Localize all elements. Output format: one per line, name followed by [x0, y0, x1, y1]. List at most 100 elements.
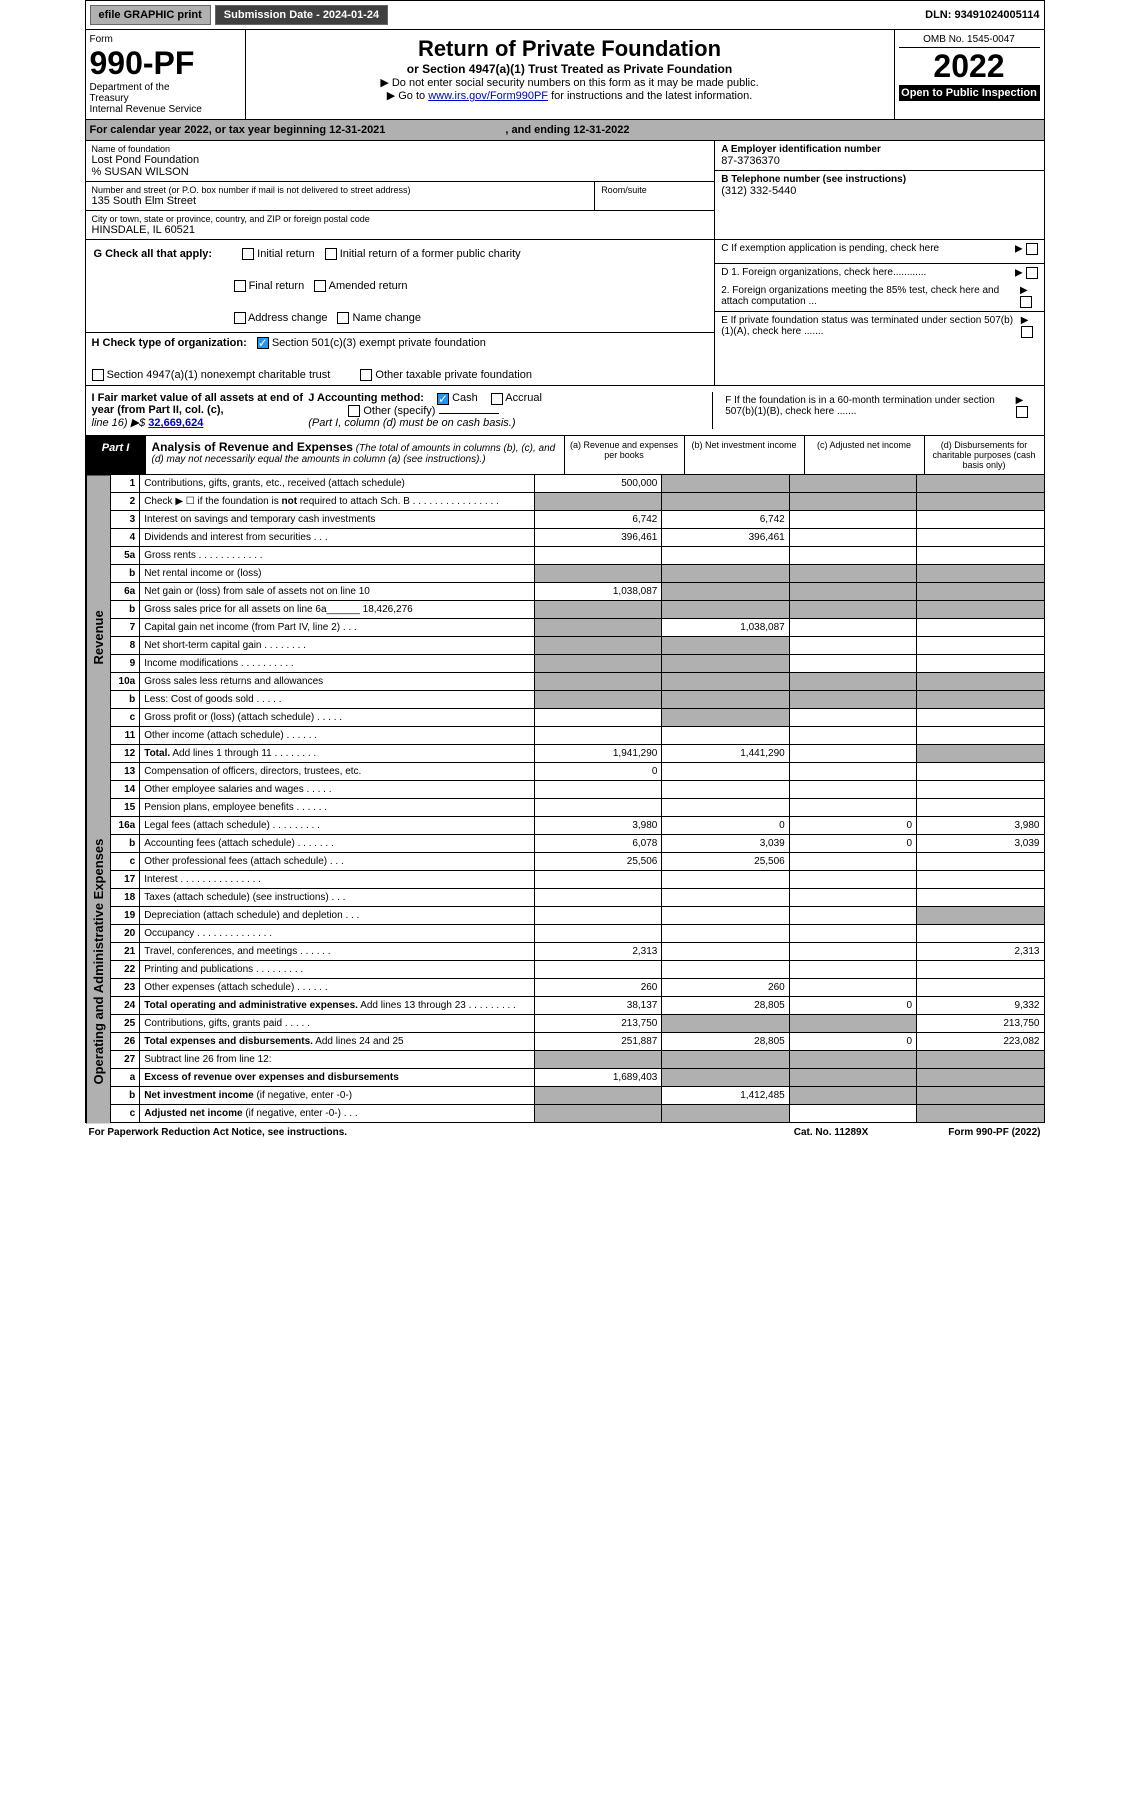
table-row: 20Occupancy . . . . . . . . . . . . . .: [110, 925, 1044, 943]
table-row: 22Printing and publications . . . . . . …: [110, 961, 1044, 979]
checkbox-501c3[interactable]: [257, 337, 269, 349]
g-row: G Check all that apply: Initial return I…: [86, 240, 715, 333]
phone-cell: B Telephone number (see instructions) (3…: [715, 171, 1043, 200]
form-title: Return of Private Foundation: [252, 36, 888, 62]
table-row: bNet investment income (if negative, ent…: [110, 1087, 1044, 1105]
checkbox-d1[interactable]: [1026, 267, 1038, 279]
i-section: I Fair market value of all assets at end…: [92, 392, 309, 429]
checkbox-accrual[interactable]: [491, 393, 503, 405]
foundation-name-cell: Name of foundation Lost Pond Foundation …: [86, 141, 715, 182]
note2: ▶ Go to www.irs.gov/Form990PF for instru…: [252, 89, 888, 102]
checkbox-initial[interactable]: [242, 248, 254, 260]
col-b: (b) Net investment income: [684, 436, 804, 474]
footer: For Paperwork Reduction Act Notice, see …: [85, 1123, 1045, 1142]
header-center: Return of Private Foundation or Section …: [246, 30, 894, 119]
part1-desc: Analysis of Revenue and Expenses (The to…: [146, 436, 564, 474]
section-cde: C If exemption application is pending, c…: [714, 240, 1043, 385]
table-row: 27Subtract line 26 from line 12:: [110, 1051, 1044, 1069]
table-row: 17Interest . . . . . . . . . . . . . . .: [110, 871, 1044, 889]
omb: OMB No. 1545-0047: [899, 34, 1040, 48]
table-row: 23Other expenses (attach schedule) . . .…: [110, 979, 1044, 997]
table-row: 2Check ▶ ☐ if the foundation is not requ…: [110, 493, 1044, 511]
dln: DLN: 93491024005114: [925, 9, 1039, 21]
f-section: F If the foundation is in a 60-month ter…: [712, 392, 1037, 429]
checkbox-name[interactable]: [337, 312, 349, 324]
table-row: 12Total. Add lines 1 through 11 . . . . …: [110, 745, 1044, 763]
info-right: A Employer identification number 87-3736…: [714, 141, 1043, 239]
submission-date: Submission Date - 2024-01-24: [215, 5, 388, 25]
table-row: cGross profit or (loss) (attach schedule…: [110, 709, 1044, 727]
section-g-h: G Check all that apply: Initial return I…: [86, 240, 715, 385]
checkbox-f[interactable]: [1016, 406, 1028, 418]
table-row: 11Other income (attach schedule) . . . .…: [110, 727, 1044, 745]
checkbox-c[interactable]: [1026, 243, 1038, 255]
d1-row: D 1. Foreign organizations, check here..…: [715, 264, 1043, 282]
table-row: 10aGross sales less returns and allowanc…: [110, 673, 1044, 691]
revenue-label: Revenue: [86, 475, 110, 800]
header-right: OMB No. 1545-0047 2022 Open to Public In…: [894, 30, 1044, 119]
note1: ▶ Do not enter social security numbers o…: [252, 76, 888, 89]
table-row: 25Contributions, gifts, grants paid . . …: [110, 1015, 1044, 1033]
ij-row: I Fair market value of all assets at end…: [85, 386, 1045, 436]
table-row: 21Travel, conferences, and meetings . . …: [110, 943, 1044, 961]
table-row: 9Income modifications . . . . . . . . . …: [110, 655, 1044, 673]
main-table: Revenue Operating and Administrative Exp…: [85, 475, 1045, 1123]
col-d: (d) Disbursements for charitable purpose…: [924, 436, 1044, 474]
h-row: H Check type of organization: Section 50…: [86, 333, 715, 385]
footer-mid: Cat. No. 11289X: [794, 1127, 868, 1138]
room-cell: Room/suite: [594, 182, 714, 211]
checkbox-other-acct[interactable]: [348, 405, 360, 417]
d2-row: 2. Foreign organizations meeting the 85%…: [715, 282, 1043, 312]
checkbox-final[interactable]: [234, 280, 246, 292]
checkbox-initial-former[interactable]: [325, 248, 337, 260]
footer-left: For Paperwork Reduction Act Notice, see …: [89, 1127, 348, 1138]
checkbox-cash[interactable]: [437, 393, 449, 405]
j-section: J Accounting method: Cash Accrual Other …: [308, 392, 712, 429]
efile-button[interactable]: efile GRAPHIC print: [90, 5, 211, 25]
tax-year: 2022: [899, 48, 1040, 85]
expenses-label: Operating and Administrative Expenses: [86, 800, 110, 1124]
info-left: Name of foundation Lost Pond Foundation …: [86, 141, 715, 239]
part1-header: Part I Analysis of Revenue and Expenses …: [85, 436, 1045, 475]
form-number: 990-PF: [90, 45, 241, 82]
table-row: 7Capital gain net income (from Part IV, …: [110, 619, 1044, 637]
checkbox-d2[interactable]: [1020, 296, 1032, 308]
data-table: 1Contributions, gifts, grants, etc., rec…: [110, 475, 1045, 1123]
table-row: bNet rental income or (loss): [110, 565, 1044, 583]
table-row: 3Interest on savings and temporary cash …: [110, 511, 1044, 529]
info-grid: Name of foundation Lost Pond Foundation …: [85, 141, 1045, 240]
part1-label: Part I: [86, 436, 146, 474]
c-row: C If exemption application is pending, c…: [715, 240, 1043, 264]
top-bar: efile GRAPHIC print Submission Date - 20…: [85, 0, 1045, 30]
table-row: bAccounting fees (attach schedule) . . .…: [110, 835, 1044, 853]
col-headers: (a) Revenue and expenses per books (b) N…: [564, 436, 1044, 474]
e-row: E If private foundation status was termi…: [715, 312, 1043, 341]
table-row: 15Pension plans, employee benefits . . .…: [110, 799, 1044, 817]
col-c: (c) Adjusted net income: [804, 436, 924, 474]
table-row: 19Depreciation (attach schedule) and dep…: [110, 907, 1044, 925]
checkbox-other-tax[interactable]: [360, 369, 372, 381]
table-row: cAdjusted net income (if negative, enter…: [110, 1105, 1044, 1123]
table-row: 24Total operating and administrative exp…: [110, 997, 1044, 1015]
checkbox-address[interactable]: [234, 312, 246, 324]
table-row: 14Other employee salaries and wages . . …: [110, 781, 1044, 799]
address-cell: Number and street (or P.O. box number if…: [86, 182, 595, 211]
table-row: 16aLegal fees (attach schedule) . . . . …: [110, 817, 1044, 835]
table-row: 18Taxes (attach schedule) (see instructi…: [110, 889, 1044, 907]
checkbox-4947[interactable]: [92, 369, 104, 381]
table-row: 13Compensation of officers, directors, t…: [110, 763, 1044, 781]
table-row: 8Net short-term capital gain . . . . . .…: [110, 637, 1044, 655]
form-container: efile GRAPHIC print Submission Date - 20…: [85, 0, 1045, 1142]
table-row: 1Contributions, gifts, grants, etc., rec…: [110, 475, 1044, 493]
table-row: aExcess of revenue over expenses and dis…: [110, 1069, 1044, 1087]
form-header: Form 990-PF Department of theTreasuryInt…: [85, 30, 1045, 120]
irs-link[interactable]: www.irs.gov/Form990PF: [428, 90, 548, 102]
checkbox-amended[interactable]: [314, 280, 326, 292]
table-row: 4Dividends and interest from securities …: [110, 529, 1044, 547]
table-row: 5aGross rents . . . . . . . . . . . .: [110, 547, 1044, 565]
section-cdefg: G Check all that apply: Initial return I…: [85, 240, 1045, 386]
table-row: 6aNet gain or (loss) from sale of assets…: [110, 583, 1044, 601]
checkbox-e[interactable]: [1021, 326, 1033, 338]
table-row: cOther professional fees (attach schedul…: [110, 853, 1044, 871]
table-row: bGross sales price for all assets on lin…: [110, 601, 1044, 619]
